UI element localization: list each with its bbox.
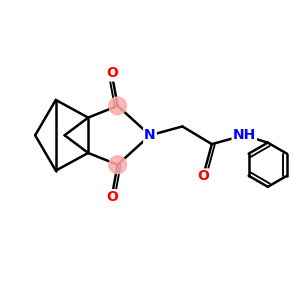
Text: O: O (106, 190, 118, 204)
Text: N: N (144, 128, 156, 142)
Circle shape (109, 156, 126, 174)
Circle shape (109, 97, 126, 115)
Text: O: O (197, 169, 209, 184)
Text: O: O (106, 66, 118, 80)
Text: NH: NH (232, 128, 256, 142)
